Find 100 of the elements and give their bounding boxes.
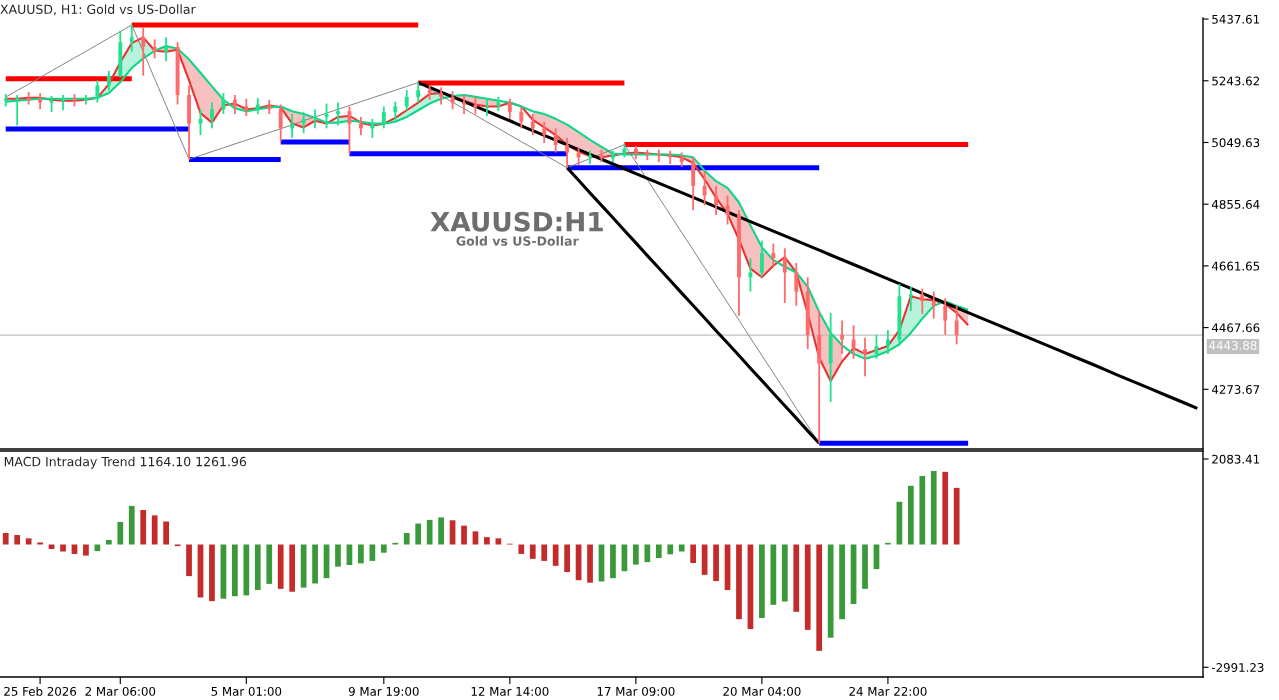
candlestick <box>393 100 398 123</box>
bar <box>25 538 32 545</box>
candlestick <box>232 94 237 115</box>
bar <box>587 544 593 583</box>
candlestick <box>83 94 88 106</box>
bar <box>518 544 525 554</box>
candlestick <box>759 239 764 279</box>
bar <box>816 544 823 651</box>
bar <box>552 544 559 566</box>
bar <box>426 519 433 545</box>
annotation: Gold vs US-Dollar <box>456 236 579 246</box>
candlestick <box>931 290 936 320</box>
bar <box>14 535 21 545</box>
bar <box>117 521 124 545</box>
candlestick <box>450 90 455 111</box>
bar <box>243 544 250 596</box>
candlestick <box>3 93 8 108</box>
candlestick <box>106 69 111 92</box>
bar <box>2 533 9 545</box>
candlestick <box>530 113 535 136</box>
x-tick-label: 9 Mar 19:00 <box>348 686 419 696</box>
candlestick <box>908 285 913 312</box>
bar <box>919 475 926 545</box>
candlestick <box>427 84 432 101</box>
y-tick-label: 5049.63 <box>1212 138 1260 148</box>
bar <box>678 544 685 552</box>
candlestick <box>851 324 856 360</box>
candlestick <box>95 79 100 104</box>
candlestick <box>301 111 306 135</box>
bar <box>83 544 89 556</box>
candlestick <box>714 185 719 216</box>
bar <box>186 544 192 577</box>
candlestick <box>221 92 226 115</box>
ref-line-label: 4443.88 <box>1209 340 1257 350</box>
bar <box>793 544 800 612</box>
y-tick-label: 5243.62 <box>1212 76 1259 86</box>
candlestick <box>782 247 787 304</box>
bar <box>644 544 651 563</box>
x-tick-label: 25 Feb 2026 <box>4 686 77 696</box>
bar <box>128 505 135 545</box>
bar <box>335 544 341 567</box>
chart-title: XAUUSD, H1: Gold vs US-Dollar <box>0 4 196 16</box>
chart-title: MACD Intraday Trend 1164.10 1261.96 <box>4 456 247 469</box>
candlestick <box>954 304 959 346</box>
candlestick <box>381 105 386 130</box>
candlestick <box>885 329 890 355</box>
bar <box>781 544 788 602</box>
bar <box>667 544 674 555</box>
candlestick <box>920 287 925 315</box>
candlestick <box>141 26 146 77</box>
x-tick-label: 24 Mar 22:00 <box>849 686 927 696</box>
bar <box>254 544 261 591</box>
candlestick <box>588 149 592 165</box>
y-tick-label: 2083.41 <box>1212 454 1260 464</box>
bar <box>930 471 937 545</box>
bar <box>736 544 742 620</box>
candlestick <box>278 103 283 143</box>
bar <box>839 544 845 620</box>
candlestick <box>38 92 43 111</box>
bar <box>312 544 318 584</box>
bar <box>690 544 697 563</box>
bar <box>60 544 66 552</box>
y-tick-label: 4467.66 <box>1211 323 1260 333</box>
y-tick-label: 5437.61 <box>1212 14 1260 24</box>
x-tick-label: 12 Mar 14:00 <box>471 686 549 696</box>
candlestick <box>61 94 65 112</box>
bar <box>232 544 238 597</box>
x-tick-label: 5 Mar 01:00 <box>211 686 282 696</box>
candlestick <box>702 170 707 207</box>
candlestick <box>26 91 31 106</box>
candlestick <box>794 262 799 307</box>
candlestick <box>416 81 421 104</box>
candlestick <box>404 89 409 112</box>
candlestick <box>840 319 845 355</box>
candlestick <box>484 98 489 117</box>
bar <box>942 471 949 545</box>
bar <box>564 544 570 572</box>
candlestick <box>565 137 570 169</box>
candlestick <box>164 36 169 63</box>
bar <box>633 544 639 565</box>
y-tick-label: 4661.65 <box>1211 261 1260 271</box>
candlestick <box>656 148 661 163</box>
candlestick <box>863 336 867 378</box>
candlestick <box>210 101 214 130</box>
candlestick <box>771 242 776 267</box>
candlestick <box>336 101 340 127</box>
annotation: XAUUSD:H1 <box>430 211 603 232</box>
x-tick-label: 2 Mar 06:00 <box>85 686 156 696</box>
candlestick <box>943 297 948 336</box>
candlestick <box>439 86 444 106</box>
bar <box>713 544 719 582</box>
bar <box>484 537 490 545</box>
bar <box>403 533 410 545</box>
candlestick <box>15 94 20 127</box>
candlestick <box>507 97 512 120</box>
candlestick <box>347 105 352 155</box>
x-tick-label: 17 Mar 09:00 <box>597 686 675 696</box>
candlestick <box>748 257 753 293</box>
candlestick <box>152 38 157 60</box>
bar <box>438 517 444 545</box>
